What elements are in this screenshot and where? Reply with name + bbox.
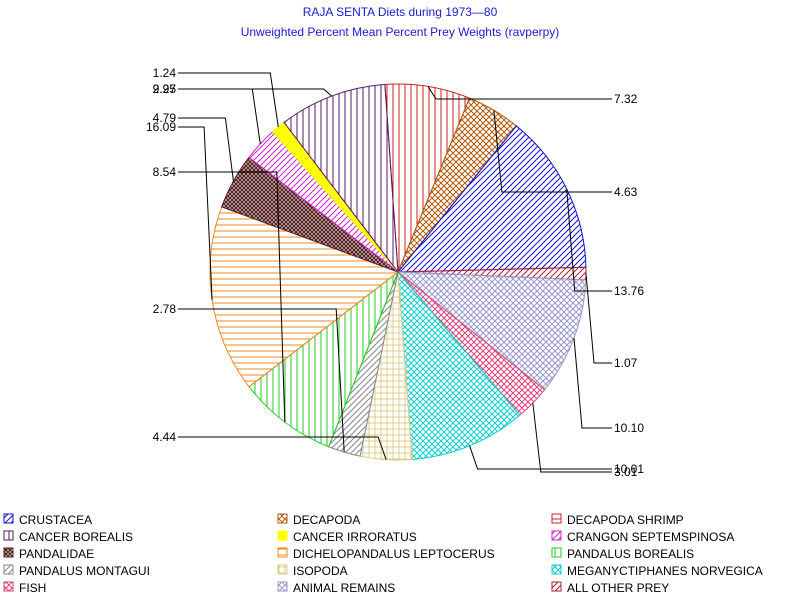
- leader-line-pandalus-borealis: [178, 171, 286, 423]
- leader-line-isopoda: [178, 436, 387, 460]
- slice-value-label: 13.76: [614, 284, 644, 298]
- legend-item-pandalidae: PANDALIDAE: [3, 547, 94, 561]
- leader-line-crustacea: [566, 188, 612, 292]
- legend-label: PANDALUS BOREALIS: [567, 547, 694, 561]
- leader-line-animal-remains: [573, 338, 612, 429]
- chart-title: RAJA SENTA Diets during 1973—80: [303, 5, 498, 19]
- leader-line-cancer-irroratus: [178, 72, 279, 128]
- slice-value-label: 16.09: [146, 120, 176, 134]
- legend-swatch: [551, 581, 562, 592]
- leader-line-all-other-prey: [585, 273, 612, 364]
- legend-swatch: [3, 513, 14, 524]
- leader-line-dichelopandalus-leptocerus: [178, 126, 213, 301]
- leader-line-meganyctiphanes-norvegica: [469, 445, 612, 470]
- slice-value-label: 1.24: [153, 66, 177, 80]
- leader-line-pandalidae: [178, 117, 234, 182]
- legend-label: FISH: [19, 581, 46, 595]
- pie-slice-meganyctiphanes-norvegica: [397, 270, 521, 460]
- legend-swatch: [3, 547, 14, 558]
- leader-line-crangon-septemspinosa: [178, 88, 261, 145]
- slice-value-label: 2.97: [153, 82, 177, 96]
- legend-swatch: [551, 547, 562, 558]
- leader-line-cancer-borealis: [178, 88, 333, 97]
- pie-slice-animal-remains: [396, 271, 587, 391]
- legend-swatch: [277, 581, 288, 592]
- pie-slices: [209, 83, 587, 461]
- slice-value-label: 2.78: [153, 302, 177, 316]
- legend-swatch: [3, 564, 14, 575]
- legend-label: ANIMAL REMAINS: [293, 581, 395, 595]
- slice-value-label: 10.10: [614, 421, 644, 435]
- legend-label: PANDALIDAE: [19, 547, 94, 561]
- legend-item-pandalus-borealis: PANDALUS BOREALIS: [551, 547, 694, 561]
- legend-label: ALL OTHER PREY: [567, 581, 669, 595]
- legend-item-crustacea: CRUSTACEA: [3, 513, 92, 527]
- legend-swatch: [551, 530, 562, 541]
- legend-label: DECAPODA: [293, 513, 360, 527]
- pie-slice-dichelopandalus-leptocerus: [209, 206, 400, 388]
- legend-label: PANDALUS MONTAGUI: [19, 564, 150, 578]
- legend-swatch: [3, 530, 14, 541]
- slice-value-label: 8.54: [153, 165, 177, 179]
- legend-label: CANCER BOREALIS: [19, 530, 133, 544]
- leader-line-decapoda: [493, 110, 612, 193]
- legend-item-decapoda: DECAPODA: [277, 513, 360, 527]
- legend-item-cancer-irroratus: CANCER IRRORATUS: [277, 530, 417, 544]
- slice-value-label: 4.79: [153, 111, 177, 125]
- legend-swatch: [3, 581, 14, 592]
- slice-value-label: 10.01: [614, 462, 644, 476]
- leader-line-fish: [532, 402, 612, 473]
- slice-value-label: 7.32: [614, 92, 638, 106]
- legend-item-fish: FISH: [3, 581, 46, 595]
- legend-label: MEGANYCTIPHANES NORVEGICA: [567, 564, 763, 578]
- legend-label: CRUSTACEA: [19, 513, 92, 527]
- leader-line-pandalus-montagui: [178, 308, 345, 453]
- slice-value-label: 4.63: [614, 185, 638, 199]
- chart-subtitle: Unweighted Percent Mean Percent Prey Wei…: [241, 25, 560, 39]
- legend-item-cancer-borealis: CANCER BOREALIS: [3, 530, 133, 544]
- slice-value-label: 9.25: [153, 82, 177, 96]
- legend-label: DECAPODA SHRIMP: [567, 513, 684, 527]
- pie-slice-crustacea: [396, 125, 587, 273]
- legend-label: CANCER IRRORATUS: [293, 530, 417, 544]
- legend-item-decapoda-shrimp: DECAPODA SHRIMP: [551, 513, 684, 527]
- slice-value-label: 1.07: [614, 356, 638, 370]
- legend-swatch: [551, 564, 562, 575]
- legend-swatch: [551, 513, 562, 524]
- legend-swatch: [277, 530, 288, 541]
- slice-value-label: 4.44: [153, 430, 177, 444]
- legend-item-dichelopandalus-leptocerus: DICHELOPANDALUS LEPTOCERUS: [277, 547, 495, 561]
- legend: CRUSTACEA DECAPODA DECAPODA SHRIMP CANCER B…: [3, 513, 763, 595]
- legend-item-animal-remains: ANIMAL REMAINS: [277, 581, 395, 595]
- legend-item-pandalus-montagui: PANDALUS MONTAGUI: [3, 564, 150, 578]
- legend-label: ISOPODA: [293, 564, 348, 578]
- legend-label: DICHELOPANDALUS LEPTOCERUS: [293, 547, 495, 561]
- legend-swatch: [277, 564, 288, 575]
- slice-value-label: 3.01: [614, 465, 638, 479]
- legend-label: CRANGON SEPTEMSPINOSA: [567, 530, 734, 544]
- legend-swatch: [277, 513, 288, 524]
- legend-item-all-other-prey: ALL OTHER PREY: [551, 581, 669, 595]
- legend-item-crangon-septemspinosa: CRANGON SEPTEMSPINOSA: [551, 530, 734, 544]
- legend-swatch: [277, 547, 288, 558]
- legend-item-isopoda: ISOPODA: [277, 564, 348, 578]
- legend-item-meganyctiphanes-norvegica: MEGANYCTIPHANES NORVEGICA: [551, 564, 763, 578]
- leader-line-decapoda-shrimp: [427, 86, 612, 100]
